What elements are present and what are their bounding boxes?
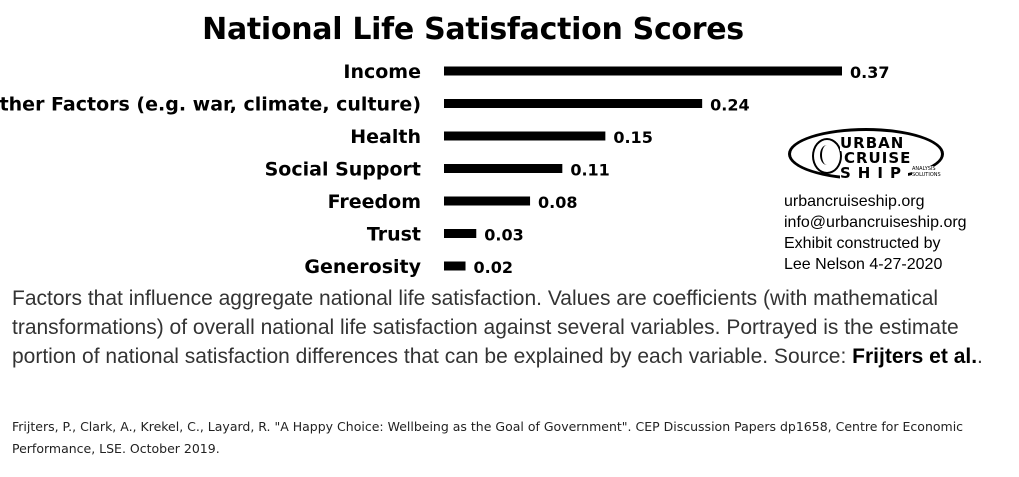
logo-sub-solutions: SOLUTIONS: [912, 172, 941, 178]
contact-block: urbancruiseship.org info@urbancruiseship…: [784, 191, 967, 275]
value-label: 0.02: [474, 258, 513, 277]
caption-end: .: [977, 345, 983, 368]
caption-text: Factors that influence aggregate nationa…: [12, 287, 959, 368]
globe-icon: [812, 138, 842, 174]
category-label: Freedom: [328, 191, 421, 213]
bar: [444, 229, 477, 238]
value-label: 0.37: [850, 63, 889, 82]
urban-cruise-ship-logo: URBAN CRUISE SHIP ANALYSIS SOLUTIONS: [788, 128, 948, 188]
credit-line-1: Exhibit constructed by: [784, 235, 941, 252]
category-label: Trust: [367, 224, 421, 246]
chart-title: National Life Satisfaction Scores: [202, 12, 744, 47]
reference-citation: Frijters, P., Clark, A., Krekel, C., Lay…: [12, 419, 964, 456]
bar: [444, 66, 842, 76]
category-label: Social Support: [265, 159, 421, 181]
value-label: 0.24: [710, 96, 749, 115]
logo-text-ship: SHIP: [840, 164, 908, 182]
bar: [444, 99, 703, 108]
category-label: Other Factors (e.g. war, climate, cultur…: [0, 94, 421, 116]
bar: [444, 196, 531, 206]
caption-source: Frijters et al.: [852, 345, 978, 368]
bar: [444, 131, 606, 141]
bar: [444, 164, 563, 173]
logo-sub-analysis: ANALYSIS: [912, 166, 936, 172]
website-link[interactable]: urbancruiseship.org: [784, 193, 925, 210]
value-label: 0.03: [484, 226, 523, 245]
category-label: Health: [350, 126, 421, 148]
value-label: 0.11: [570, 161, 609, 180]
category-label: Generosity: [304, 256, 421, 278]
value-label: 0.08: [538, 193, 577, 212]
email-link[interactable]: info@urbancruiseship.org: [784, 214, 967, 231]
bar-chart: Income 0.37 Other Factors (e.g. war, clima…: [0, 61, 889, 278]
logo-text-urban: URBAN: [840, 134, 905, 152]
caption: Factors that influence aggregate nationa…: [12, 284, 1012, 371]
value-label: 0.15: [613, 128, 652, 147]
category-label: Income: [343, 61, 421, 83]
credit-line-2: Lee Nelson 4-27-2020: [784, 256, 943, 273]
bar: [444, 261, 466, 271]
logo-subtitle: ANALYSIS SOLUTIONS: [912, 166, 946, 178]
logo-text-cruise: CRUISE: [844, 149, 912, 167]
